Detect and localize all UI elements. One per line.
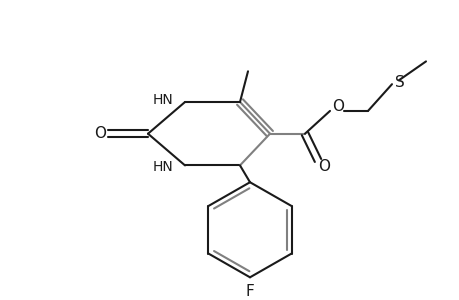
Text: F: F: [245, 284, 254, 299]
Text: HN: HN: [152, 93, 173, 107]
Text: S: S: [394, 75, 404, 90]
Text: HN: HN: [152, 160, 173, 174]
Text: O: O: [317, 159, 329, 174]
Text: O: O: [94, 126, 106, 141]
Text: O: O: [331, 100, 343, 115]
